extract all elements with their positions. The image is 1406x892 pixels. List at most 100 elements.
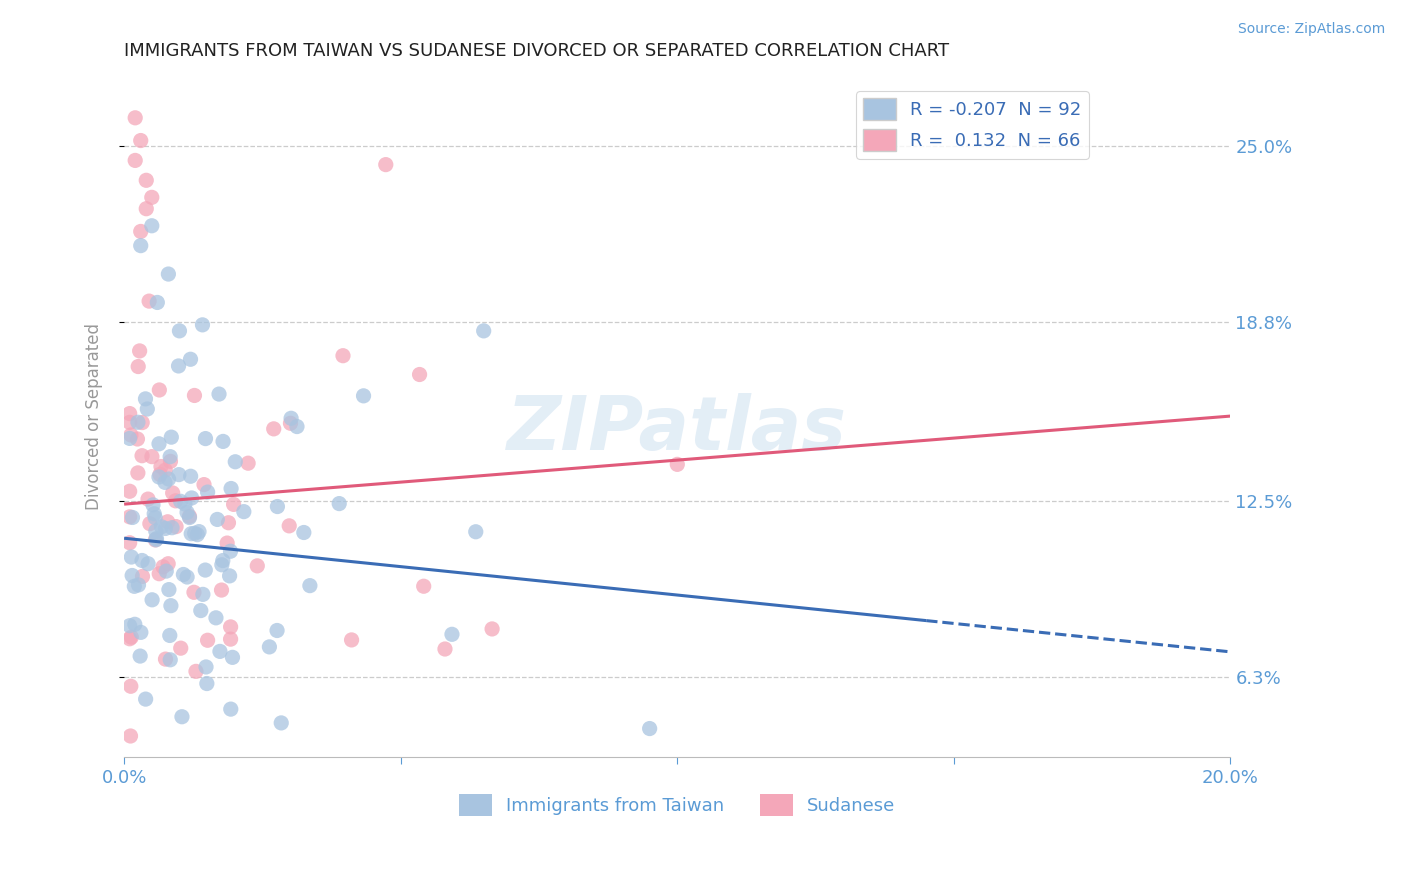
Point bbox=[118, 484, 141, 499]
Point bbox=[292, 525, 315, 540]
Point bbox=[165, 493, 187, 508]
Point bbox=[129, 648, 152, 663]
Point bbox=[118, 407, 141, 421]
Point bbox=[219, 544, 242, 558]
Point bbox=[118, 618, 141, 632]
Point bbox=[142, 498, 165, 512]
Point bbox=[259, 640, 281, 654]
Point bbox=[176, 570, 198, 584]
Point bbox=[217, 536, 239, 550]
Point bbox=[179, 510, 201, 524]
Point bbox=[139, 516, 162, 531]
Point bbox=[278, 519, 301, 533]
Y-axis label: Divorced or Separated: Divorced or Separated bbox=[86, 323, 103, 509]
Point bbox=[266, 624, 288, 638]
Point bbox=[128, 343, 150, 358]
Point bbox=[143, 507, 166, 521]
Point bbox=[120, 729, 142, 743]
Point bbox=[134, 392, 156, 406]
Point bbox=[165, 519, 187, 533]
Point bbox=[374, 158, 396, 172]
Point bbox=[205, 611, 228, 625]
Point bbox=[211, 582, 233, 597]
Point bbox=[180, 491, 202, 505]
Point bbox=[638, 722, 661, 736]
Point bbox=[157, 472, 180, 486]
Point bbox=[208, 644, 231, 658]
Point bbox=[167, 359, 190, 373]
Point bbox=[135, 173, 157, 187]
Point bbox=[121, 510, 143, 524]
Point bbox=[145, 532, 167, 546]
Point bbox=[207, 512, 229, 526]
Point bbox=[266, 500, 288, 514]
Point bbox=[218, 569, 240, 583]
Point bbox=[208, 387, 231, 401]
Point bbox=[157, 557, 180, 571]
Point bbox=[131, 416, 153, 430]
Point bbox=[160, 599, 183, 613]
Point bbox=[219, 702, 242, 716]
Point bbox=[169, 494, 191, 508]
Point bbox=[153, 475, 176, 490]
Point bbox=[155, 652, 177, 666]
Point bbox=[183, 388, 205, 402]
Point bbox=[224, 455, 246, 469]
Point bbox=[159, 454, 181, 468]
Point bbox=[236, 456, 259, 470]
Point bbox=[183, 585, 205, 599]
Point bbox=[167, 467, 190, 482]
Point bbox=[118, 535, 141, 549]
Point bbox=[118, 632, 141, 646]
Point bbox=[120, 549, 142, 564]
Point bbox=[160, 521, 183, 535]
Point bbox=[120, 428, 142, 442]
Point bbox=[120, 630, 142, 644]
Point bbox=[666, 458, 689, 472]
Point bbox=[270, 715, 292, 730]
Point bbox=[148, 437, 170, 451]
Point bbox=[145, 524, 167, 539]
Point bbox=[232, 505, 254, 519]
Point bbox=[211, 558, 233, 572]
Point bbox=[128, 578, 150, 592]
Point bbox=[148, 566, 170, 581]
Point bbox=[197, 633, 219, 648]
Point bbox=[152, 559, 174, 574]
Point bbox=[179, 509, 201, 524]
Point bbox=[141, 450, 163, 464]
Point bbox=[124, 153, 146, 168]
Point bbox=[219, 482, 242, 496]
Point bbox=[118, 509, 141, 524]
Point bbox=[219, 632, 242, 647]
Point bbox=[340, 632, 363, 647]
Point bbox=[131, 553, 153, 567]
Point bbox=[433, 642, 456, 657]
Point bbox=[440, 627, 463, 641]
Point bbox=[184, 665, 207, 679]
Point bbox=[285, 419, 308, 434]
Text: Source: ZipAtlas.com: Source: ZipAtlas.com bbox=[1237, 22, 1385, 37]
Point bbox=[127, 432, 149, 446]
Point bbox=[131, 569, 153, 583]
Point bbox=[188, 524, 211, 539]
Point bbox=[150, 520, 173, 534]
Text: IMMIGRANTS FROM TAIWAN VS SUDANESE DIVORCED OR SEPARATED CORRELATION CHART: IMMIGRANTS FROM TAIWAN VS SUDANESE DIVOR… bbox=[124, 42, 949, 60]
Point bbox=[135, 692, 157, 706]
Point bbox=[155, 521, 177, 535]
Point bbox=[280, 411, 302, 425]
Point bbox=[120, 679, 142, 693]
Point bbox=[172, 567, 194, 582]
Point bbox=[136, 402, 159, 417]
Point bbox=[195, 676, 218, 690]
Point bbox=[170, 641, 193, 656]
Point bbox=[159, 450, 181, 464]
Point bbox=[412, 579, 434, 593]
Point bbox=[129, 134, 152, 148]
Point bbox=[118, 432, 141, 446]
Point bbox=[197, 485, 219, 500]
Point bbox=[180, 526, 202, 541]
Point bbox=[219, 620, 242, 634]
Point bbox=[124, 579, 146, 593]
Point bbox=[141, 190, 163, 204]
